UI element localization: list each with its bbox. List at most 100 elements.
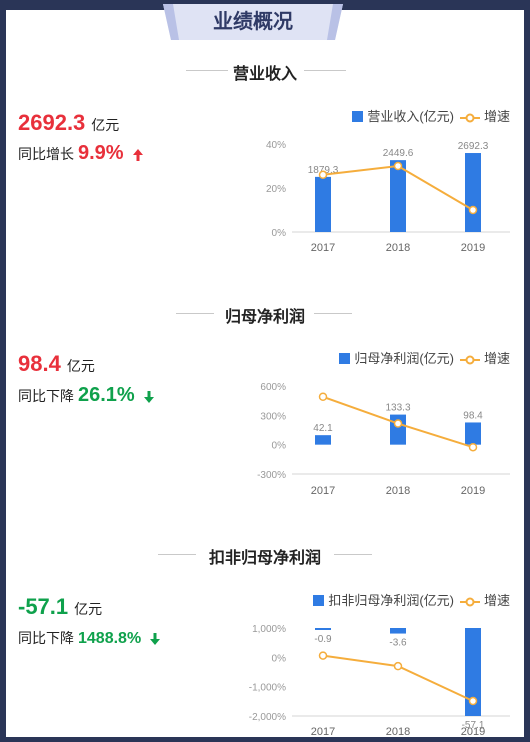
deducted-profit-chart: 1,000% 0% -1,000% -2,000% -0.9 -3.6 -57.1 2017 2…	[249, 624, 510, 738]
arrow-down-icon	[143, 391, 154, 404]
x-tick-label: 2017	[311, 726, 335, 738]
y-tick-label: 0%	[272, 441, 287, 452]
bar-2018	[390, 628, 406, 634]
bar-data-label: -3.6	[389, 638, 407, 649]
x-tick-label: 2018	[386, 726, 410, 738]
net-profit-change-label: 同比下降	[18, 388, 74, 404]
content-card	[6, 10, 524, 737]
revenue-change: 同比增长 9.9%	[18, 142, 144, 165]
arrow-up-icon	[132, 149, 143, 162]
bar-2017	[315, 176, 331, 232]
bar-2019	[465, 153, 481, 232]
legend-bar-swatch	[313, 595, 325, 606]
x-tick-label: 2017	[311, 485, 335, 497]
revenue-value: 2692.3 亿元	[18, 110, 119, 136]
deducted-profit-unit: 亿元	[74, 601, 103, 617]
section-title-rule-right	[334, 554, 372, 555]
deducted-profit-value-number: -57.1	[18, 594, 69, 619]
legend-bar-label: 归母净利润(亿元)	[354, 351, 454, 366]
revenue-legend: 营业收入(亿元) 增速	[352, 106, 510, 125]
deducted-profit-change-label: 同比下降	[18, 630, 74, 646]
legend-bar-label: 扣非归母净利润(亿元)	[328, 593, 454, 608]
growth-point-2018	[393, 661, 403, 671]
bar-data-label: 2449.6	[383, 148, 414, 159]
section-title-revenue: 营业收入	[232, 66, 297, 83]
bar-2019	[465, 628, 481, 716]
growth-point-2017	[318, 392, 328, 402]
section-title-rule-right	[304, 70, 346, 71]
x-tick-label: 2019	[461, 726, 485, 738]
x-tick-label: 2018	[386, 242, 410, 254]
section-title-rule-right	[314, 313, 352, 314]
y-tick-label: 300%	[260, 411, 286, 422]
revenue-chart: 40% 20% 0% 1879.3 2449.6 2692.3 2017 2018 2019	[266, 140, 510, 254]
deducted-profit-value: -57.1 亿元	[18, 594, 102, 620]
bar-data-label: -0.9	[314, 634, 332, 645]
net-profit-change: 同比下降 26.1%	[18, 384, 155, 407]
x-tick-label: 2018	[386, 485, 410, 497]
net-profit-chart: 600% 300% 0% -300% 42.1 133.3 98.4 2017 2018 2019	[257, 382, 510, 497]
header-banner: 业绩概况	[163, 4, 343, 40]
legend-line-label: 增速	[483, 351, 510, 366]
y-tick-label: 1,000%	[252, 624, 286, 635]
arrow-down-icon	[150, 633, 161, 646]
revenue-change-value: 9.9%	[78, 142, 124, 164]
net-profit-legend: 归母净利润(亿元) 增速	[339, 348, 510, 367]
revenue-unit: 亿元	[91, 117, 120, 133]
y-tick-label: -300%	[257, 470, 286, 481]
y-tick-label: 0%	[272, 653, 287, 664]
revenue-change-label: 同比增长	[18, 146, 74, 162]
growth-point-2019	[468, 696, 478, 706]
section-title-net-profit: 归母净利润	[224, 309, 305, 326]
bar-data-label: 98.4	[463, 410, 483, 421]
legend-line-label: 增速	[483, 109, 510, 124]
deducted-profit-legend: 扣非归母净利润(亿元) 增速	[313, 590, 510, 609]
growth-point-2017	[318, 651, 328, 660]
bar-2018	[390, 414, 406, 445]
legend-line-swatch	[459, 355, 480, 365]
legend-bar-swatch	[352, 111, 364, 122]
net-profit-unit: 亿元	[66, 358, 95, 374]
bar-data-label: 2692.3	[458, 141, 489, 152]
section-title-deducted-profit: 扣非归母净利润	[208, 550, 321, 567]
growth-point-2018	[393, 161, 403, 171]
y-tick-label: 40%	[266, 140, 286, 151]
net-profit-change-value: 26.1%	[78, 384, 135, 406]
bar-data-label: 133.3	[385, 403, 410, 414]
x-tick-label: 2017	[311, 242, 335, 254]
bar-data-label: -57.1	[462, 720, 485, 731]
bar-2017	[315, 435, 331, 445]
legend-bar-swatch	[339, 353, 351, 364]
growth-point-2019	[468, 442, 478, 452]
section-title-rule-left	[176, 313, 214, 314]
net-profit-value-number: 98.4	[18, 351, 61, 376]
growth-point-2019	[468, 205, 478, 215]
net-profit-value: 98.4 亿元	[18, 351, 95, 377]
bar-2017	[315, 628, 331, 630]
banner-shape	[163, 4, 343, 40]
growth-point-2018	[393, 419, 403, 428]
y-tick-label: 20%	[266, 184, 286, 195]
page-title: 业绩概况	[213, 11, 293, 33]
y-tick-label: 0%	[272, 228, 287, 239]
legend-line-label: 增速	[483, 593, 510, 608]
legend-bar-label: 营业收入(亿元)	[367, 109, 454, 124]
bar-2019	[465, 422, 481, 445]
y-tick-label: -1,000%	[249, 683, 286, 694]
y-tick-label: -2,000%	[249, 712, 286, 723]
legend-line-swatch	[459, 113, 480, 123]
x-tick-label: 2019	[461, 485, 485, 497]
deducted-profit-change-value: 1488.8%	[78, 630, 142, 647]
bar-data-label: 1879.3	[308, 165, 339, 176]
section-title-rule-left	[158, 554, 196, 555]
x-tick-label: 2019	[461, 242, 485, 254]
revenue-value-number: 2692.3	[18, 110, 86, 135]
y-tick-label: 600%	[260, 382, 286, 393]
growth-point-2017	[318, 170, 328, 180]
bar-2018	[390, 160, 406, 232]
bar-data-label: 42.1	[313, 423, 333, 434]
section-title-rule-left	[186, 70, 228, 71]
legend-line-swatch	[459, 597, 480, 607]
deducted-profit-change: 同比下降 1488.8%	[18, 628, 161, 648]
